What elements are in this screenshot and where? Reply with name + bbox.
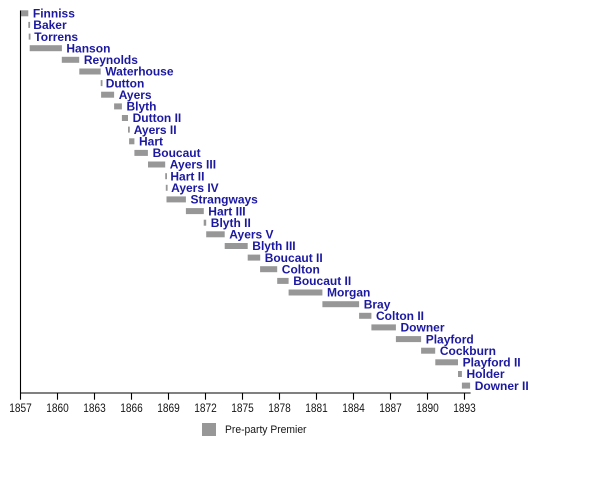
svg-text:Blyth II: Blyth II	[211, 216, 251, 230]
svg-text:Ayers III: Ayers III	[170, 158, 216, 172]
svg-text:Torrens: Torrens	[34, 30, 78, 44]
svg-text:Blyth III: Blyth III	[252, 239, 295, 253]
svg-text:Ayers IV: Ayers IV	[171, 181, 219, 195]
svg-text:Downer: Downer	[401, 321, 445, 335]
svg-text:Playford II: Playford II	[463, 356, 521, 370]
svg-text:Hart: Hart	[139, 135, 163, 149]
svg-text:Waterhouse: Waterhouse	[105, 65, 174, 79]
svg-text:Boucaut: Boucaut	[153, 146, 201, 160]
svg-text:Downer II: Downer II	[475, 379, 529, 393]
svg-text:Pre-party Premier: Pre-party Premier	[225, 424, 307, 436]
svg-text:1878: 1878	[268, 403, 291, 415]
svg-text:Finniss: Finniss	[33, 7, 75, 21]
svg-text:Baker: Baker	[33, 18, 67, 32]
svg-text:Dutton II: Dutton II	[133, 111, 182, 125]
svg-text:Colton II: Colton II	[376, 309, 424, 323]
svg-text:Hanson: Hanson	[66, 41, 110, 55]
svg-text:1884: 1884	[342, 403, 365, 415]
svg-text:1863: 1863	[83, 403, 106, 415]
svg-text:1890: 1890	[416, 403, 439, 415]
svg-text:Ayers II: Ayers II	[134, 123, 177, 137]
svg-text:Ayers: Ayers	[119, 88, 152, 102]
svg-text:Colton: Colton	[282, 262, 320, 276]
svg-text:Boucaut II: Boucaut II	[265, 251, 323, 265]
svg-text:1860: 1860	[46, 403, 69, 415]
svg-text:Hart III: Hart III	[208, 204, 245, 218]
svg-text:1881: 1881	[305, 403, 328, 415]
svg-text:Hart II: Hart II	[170, 169, 204, 183]
svg-text:Reynolds: Reynolds	[84, 53, 138, 67]
svg-text:Ayers V: Ayers V	[229, 228, 273, 242]
svg-text:1887: 1887	[379, 403, 402, 415]
svg-text:Holder: Holder	[467, 367, 505, 381]
svg-text:Blyth: Blyth	[127, 100, 157, 114]
svg-text:1875: 1875	[231, 403, 254, 415]
svg-text:Strangways: Strangways	[191, 193, 259, 207]
svg-text:1869: 1869	[157, 403, 180, 415]
svg-text:Dutton: Dutton	[106, 76, 145, 90]
svg-text:Playford: Playford	[426, 332, 474, 346]
svg-text:1866: 1866	[120, 403, 143, 415]
svg-text:1893: 1893	[453, 403, 476, 415]
svg-text:Morgan: Morgan	[327, 286, 370, 300]
svg-text:Boucaut II: Boucaut II	[293, 274, 351, 288]
svg-text:1872: 1872	[194, 403, 217, 415]
svg-text:Bray: Bray	[364, 297, 391, 311]
svg-text:Cockburn: Cockburn	[440, 344, 496, 358]
svg-text:1857: 1857	[9, 403, 32, 415]
